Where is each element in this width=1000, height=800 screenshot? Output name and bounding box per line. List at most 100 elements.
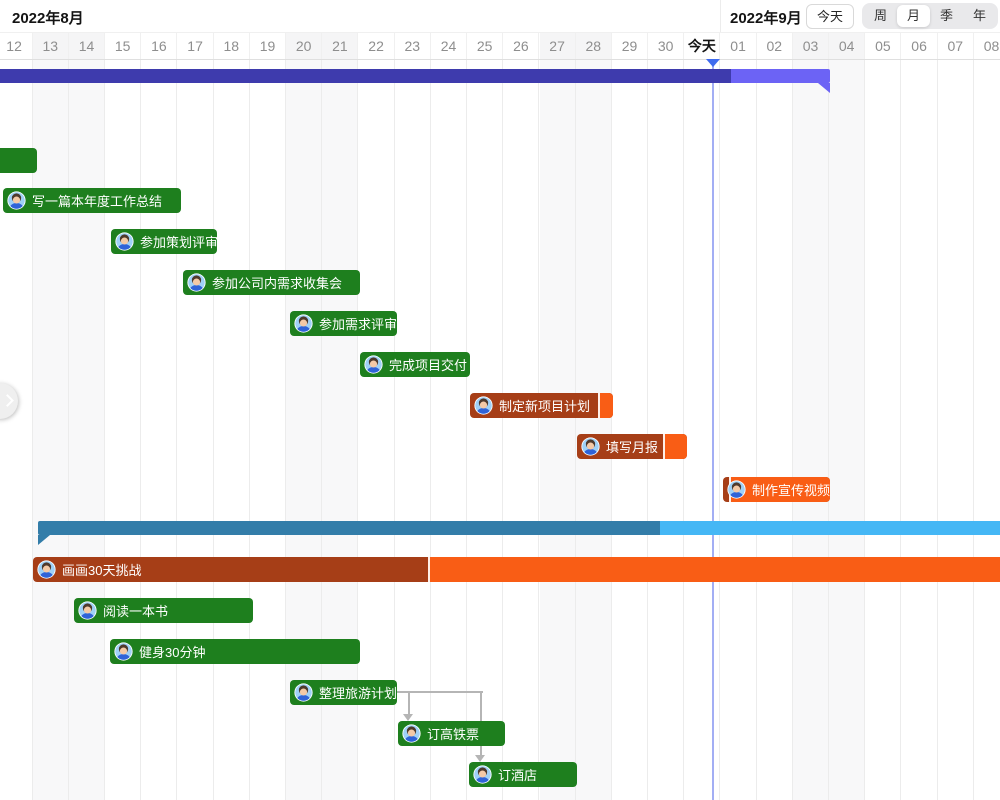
assignee-avatar-icon [581,437,600,456]
day-header-cell-18: 18 [214,33,250,59]
day-header-cell-今天: 今天 [684,33,721,59]
dependency-arrow-icon [475,755,485,762]
day-header-cell-07: 07 [938,33,974,59]
day-header-cell-04: 04 [829,33,866,59]
day-column [865,59,902,800]
day-header-cell-29: 29 [612,33,649,59]
assignee-avatar-icon [114,642,133,661]
summary-right-notch [818,83,830,93]
day-header-cell-08: 08 [974,33,1000,59]
day-header-cell-14: 14 [68,33,106,59]
day-column [612,59,649,800]
day-column [684,59,721,800]
task-bar[interactable]: 参加需求评审 [290,311,397,336]
task-remaining-segment [663,434,687,459]
task-label: 写一篇本年度工作总结 [32,194,163,209]
task-bar[interactable]: 整理旅游计划 [290,680,397,705]
day-header-cell-21: 21 [322,33,359,59]
task-remaining-segment [729,477,830,502]
day-header-cell-20: 20 [286,33,323,59]
day-column [250,59,287,800]
task-bar[interactable]: 填写月报 [577,434,687,459]
day-header-cell-23: 23 [395,33,431,59]
day-column [359,59,395,800]
day-header-cell-13: 13 [32,33,69,59]
task-bar[interactable]: 制定新项目计划 [470,393,613,418]
task-label: 阅读一本书 [103,604,169,619]
task-label: 参加公司内需求收集会 [212,276,343,291]
view-switcher: 周月季 年 [862,3,998,29]
task-remaining-segment [598,393,613,418]
day-header-cell-25: 25 [467,33,504,59]
summary-progress-done [38,521,660,535]
assignee-avatar-icon [473,765,492,784]
weekend-column [322,59,359,800]
view-option-季[interactable]: 季 [939,8,953,23]
weekend-column [829,59,866,800]
task-bar[interactable]: 阅读一本书 [74,598,253,623]
weekend-column [792,59,830,800]
summary-bar-personal[interactable] [38,521,1000,545]
task-bar[interactable]: 订酒店 [469,762,577,787]
summary-bar-work-project[interactable] [0,69,830,93]
task-label: 健身30分钟 [139,645,206,660]
day-column [178,59,214,800]
day-column [395,59,431,800]
assignee-avatar-icon [187,273,206,292]
month-label-august: 2022年8月 [12,10,84,27]
day-column [431,59,468,800]
dependency-line [408,691,410,716]
day-header-cell-27: 27 [539,33,576,59]
view-option-月[interactable]: 月 [897,5,930,27]
task-label: 参加需求评审 [319,317,397,332]
today-button[interactable]: 今天 [806,4,854,29]
today-line [712,59,714,800]
day-header-cell-17: 17 [178,33,214,59]
assignee-avatar-icon [402,724,421,743]
task-label: 填写月报 [606,440,659,455]
day-column [105,59,142,800]
view-option-年[interactable]: 年 [972,8,986,23]
day-column [938,59,974,800]
task-remaining-segment [428,557,1000,582]
day-column [0,59,33,800]
weekend-column [539,59,576,800]
month-section-divider [720,0,721,32]
view-option-周[interactable]: 周 [873,8,887,23]
day-header-cell-12: 12 [0,33,33,59]
day-column [141,59,178,800]
task-bar[interactable]: 订高铁票 [398,721,505,746]
day-header-cell-06: 06 [902,33,938,59]
summary-progress-remaining [660,521,1000,535]
task-bar[interactable]: 制作宣传视频 [723,477,830,502]
task-label: 制作宣传视频 [752,483,830,498]
task-label: 订高铁票 [427,727,480,742]
day-header-cell-26: 26 [503,33,540,59]
expand-sidebar-button[interactable] [0,383,18,419]
weekend-column [68,59,106,800]
day-header-cell-15: 15 [105,33,142,59]
task-label: 整理旅游计划 [319,686,397,701]
task-label: 制定新项目计划 [499,399,591,414]
day-header-cell-24: 24 [431,33,468,59]
assignee-avatar-icon [294,683,313,702]
day-header-cell-05: 05 [865,33,902,59]
day-header-cell-19: 19 [250,33,287,59]
task-bar[interactable]: 写一篇本年度工作总结 [3,188,181,213]
task-bar[interactable]: 健身30分钟 [110,639,360,664]
chevron-right-icon [1,394,14,407]
summary-progress-remaining [731,69,830,83]
task-bar[interactable] [0,148,37,173]
task-bar[interactable]: 画画30天挑战 [33,557,1000,582]
day-header-cell-03: 03 [792,33,830,59]
assignee-avatar-icon [115,232,134,251]
task-bar[interactable]: 参加公司内需求收集会 [183,270,360,295]
today-marker-icon [706,59,720,67]
month-header: 2022年8月 2022年9月 今天 周月季 年 [0,0,1000,32]
task-bar[interactable]: 参加策划评审 [111,229,217,254]
weekend-column [32,59,69,800]
summary-progress-done [0,69,731,83]
task-bar[interactable]: 完成项目交付 [360,352,470,377]
task-label: 参加策划评审 [140,235,217,250]
